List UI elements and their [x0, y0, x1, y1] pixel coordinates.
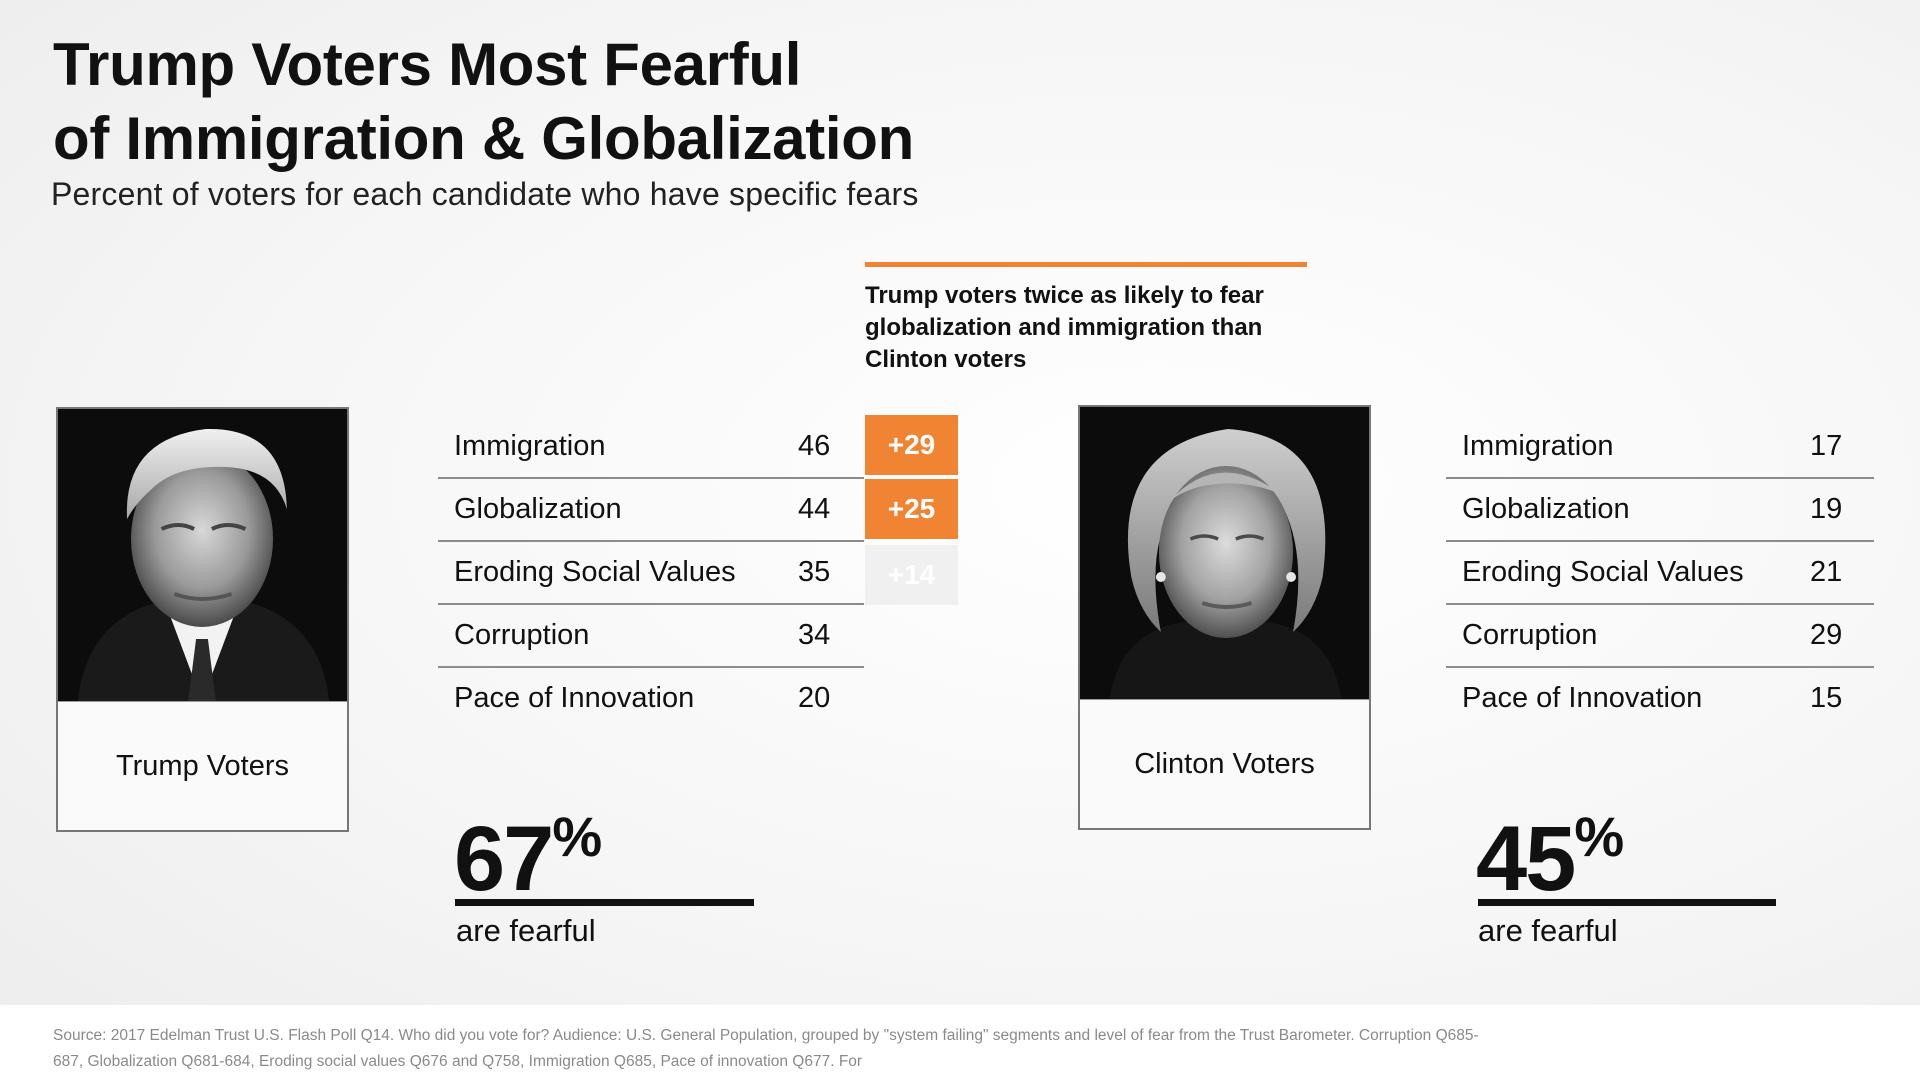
fear-value: 21	[1810, 556, 1843, 588]
table-row: Globalization 44	[438, 479, 864, 542]
fear-label: Pace of Innovation	[1462, 682, 1703, 714]
fear-label: Pace of Innovation	[454, 682, 695, 714]
clinton-summary-rule	[1478, 899, 1776, 906]
clinton-summary-caption: are fearful	[1478, 913, 1618, 948]
trump-summary-number: 67	[454, 808, 554, 910]
clinton-portrait-image	[1080, 407, 1369, 699]
trump-portrait-image	[58, 409, 347, 701]
diff-badge-globalization: +25	[865, 479, 958, 539]
page-title-text: Trump Voters Most Fearful of Immigration…	[53, 28, 914, 176]
fear-value: 35	[798, 556, 831, 588]
fear-label: Immigration	[1462, 430, 1614, 462]
page-subtitle: Percent of voters for each candidate who…	[51, 176, 919, 212]
fear-value: 44	[798, 493, 831, 525]
trump-summary-rule	[455, 899, 754, 906]
table-row: Eroding Social Values 35	[438, 542, 864, 605]
callout-accent-rule	[865, 262, 1307, 267]
table-row: Corruption 34	[438, 605, 864, 668]
table-row: Pace of Innovation 15	[1446, 668, 1874, 731]
clinton-fears-table: Immigration 17 Globalization 19 Eroding …	[1446, 416, 1874, 731]
table-row: Corruption 29	[1446, 605, 1874, 668]
fear-label: Corruption	[454, 619, 590, 651]
trump-fears-table: Immigration 46 Globalization 44 Eroding …	[438, 416, 864, 731]
title-line-1: Trump Voters Most Fearful	[53, 31, 802, 98]
fear-label: Globalization	[454, 493, 622, 525]
diff-badge-immigration: +29	[865, 415, 958, 475]
fear-label: Immigration	[454, 430, 606, 462]
fear-value: 15	[1810, 682, 1843, 714]
fear-value: 29	[1810, 619, 1843, 651]
trump-portrait-card: Trump Voters	[56, 407, 349, 832]
fear-label: Eroding Social Values	[1462, 556, 1744, 588]
clinton-voters-label: Clinton Voters	[1080, 699, 1369, 828]
callout-text: Trump voters twice as likely to fear glo…	[865, 282, 1264, 373]
trump-voters-label: Trump Voters	[58, 701, 347, 830]
fear-label: Globalization	[1462, 493, 1630, 525]
title-line-2: of Immigration & Globalization	[53, 105, 915, 172]
trump-summary-unit: %	[552, 805, 603, 868]
fear-value: 34	[798, 619, 831, 651]
clinton-portrait-card: Clinton Voters	[1078, 405, 1371, 830]
trump-summary-caption: are fearful	[456, 913, 596, 948]
clinton-summary-number: 45	[1476, 808, 1576, 910]
table-row: Pace of Innovation 20	[438, 668, 864, 731]
table-row: Immigration 46	[438, 416, 864, 479]
fear-label: Eroding Social Values	[454, 556, 736, 588]
source-note: Source: 2017 Edelman Trust U.S. Flash Po…	[53, 1027, 1479, 1070]
trump-summary-value: 67%	[454, 809, 602, 906]
fear-value: 19	[1810, 493, 1843, 525]
fear-value: 17	[1810, 430, 1843, 462]
diff-badge-eroding-social-values: +14	[865, 545, 958, 605]
fear-label: Corruption	[1462, 619, 1598, 651]
table-row: Eroding Social Values 21	[1446, 542, 1874, 605]
table-row: Globalization 19	[1446, 479, 1874, 542]
clinton-summary-value: 45%	[1476, 809, 1624, 906]
footer-band	[0, 1005, 1920, 1080]
fear-value: 46	[798, 430, 831, 462]
table-row: Immigration 17	[1446, 416, 1874, 479]
fear-value: 20	[798, 682, 831, 714]
clinton-summary-unit: %	[1574, 805, 1625, 868]
